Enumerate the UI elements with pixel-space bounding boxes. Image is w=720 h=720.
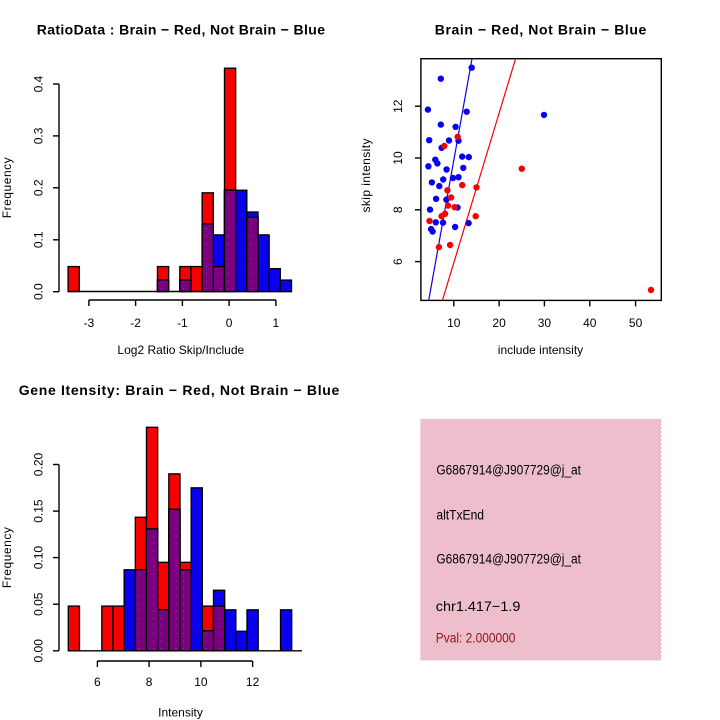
svg-text:-2: -2: [130, 316, 141, 330]
svg-text:6: 6: [391, 258, 405, 265]
svg-text:RatioData : Brain − Red, Not B: RatioData : Brain − Red, Not Brain − Blu…: [37, 22, 326, 38]
svg-text:0.3: 0.3: [32, 127, 46, 144]
svg-text:-3: -3: [84, 316, 95, 330]
svg-text:0.05: 0.05: [32, 592, 46, 616]
svg-text:Intensity: Intensity: [158, 705, 203, 719]
svg-text:0.00: 0.00: [32, 639, 46, 663]
svg-text:8: 8: [391, 206, 405, 213]
svg-text:altTxEnd: altTxEnd: [436, 507, 484, 523]
svg-text:10: 10: [447, 316, 461, 330]
svg-text:G6867914@J907729@j_at: G6867914@J907729@j_at: [436, 552, 581, 568]
svg-text:chr1.417−1.9: chr1.417−1.9: [436, 599, 521, 615]
svg-text:8: 8: [146, 675, 153, 689]
svg-text:30: 30: [538, 316, 552, 330]
svg-text:0.0: 0.0: [32, 283, 46, 300]
svg-text:12: 12: [391, 99, 405, 113]
svg-text:6: 6: [94, 675, 101, 689]
svg-text:0.10: 0.10: [32, 546, 46, 570]
svg-text:0.4: 0.4: [32, 75, 46, 92]
svg-text:Log2 Ratio Skip/Include: Log2 Ratio Skip/Include: [117, 343, 244, 357]
svg-text:1: 1: [273, 316, 280, 330]
svg-text:12: 12: [246, 675, 260, 689]
svg-text:Frequency: Frequency: [0, 527, 14, 588]
svg-text:Frequency: Frequency: [0, 157, 14, 218]
svg-text:Pval: 2.000000: Pval: 2.000000: [436, 631, 516, 647]
svg-text:G6867914@J907729@j_at: G6867914@J907729@j_at: [436, 463, 581, 479]
svg-text:10: 10: [194, 675, 208, 689]
svg-text:0: 0: [226, 316, 233, 330]
svg-text:0.1: 0.1: [32, 231, 46, 248]
svg-text:Gene Itensity: Brain − Red, No: Gene Itensity: Brain − Red, Not Brain − …: [19, 382, 340, 398]
svg-text:-1: -1: [177, 316, 188, 330]
svg-text:40: 40: [583, 316, 597, 330]
svg-text:0.20: 0.20: [32, 452, 46, 476]
svg-text:skip intensity: skip intensity: [359, 139, 373, 213]
svg-text:10: 10: [391, 151, 405, 165]
svg-text:20: 20: [492, 316, 506, 330]
svg-text:0.2: 0.2: [32, 179, 46, 196]
svg-text:50: 50: [629, 316, 643, 330]
svg-text:include intensity: include intensity: [498, 343, 583, 357]
svg-text:Brain − Red, Not Brain − Blue: Brain − Red, Not Brain − Blue: [435, 22, 647, 38]
svg-text:0.15: 0.15: [32, 499, 46, 523]
